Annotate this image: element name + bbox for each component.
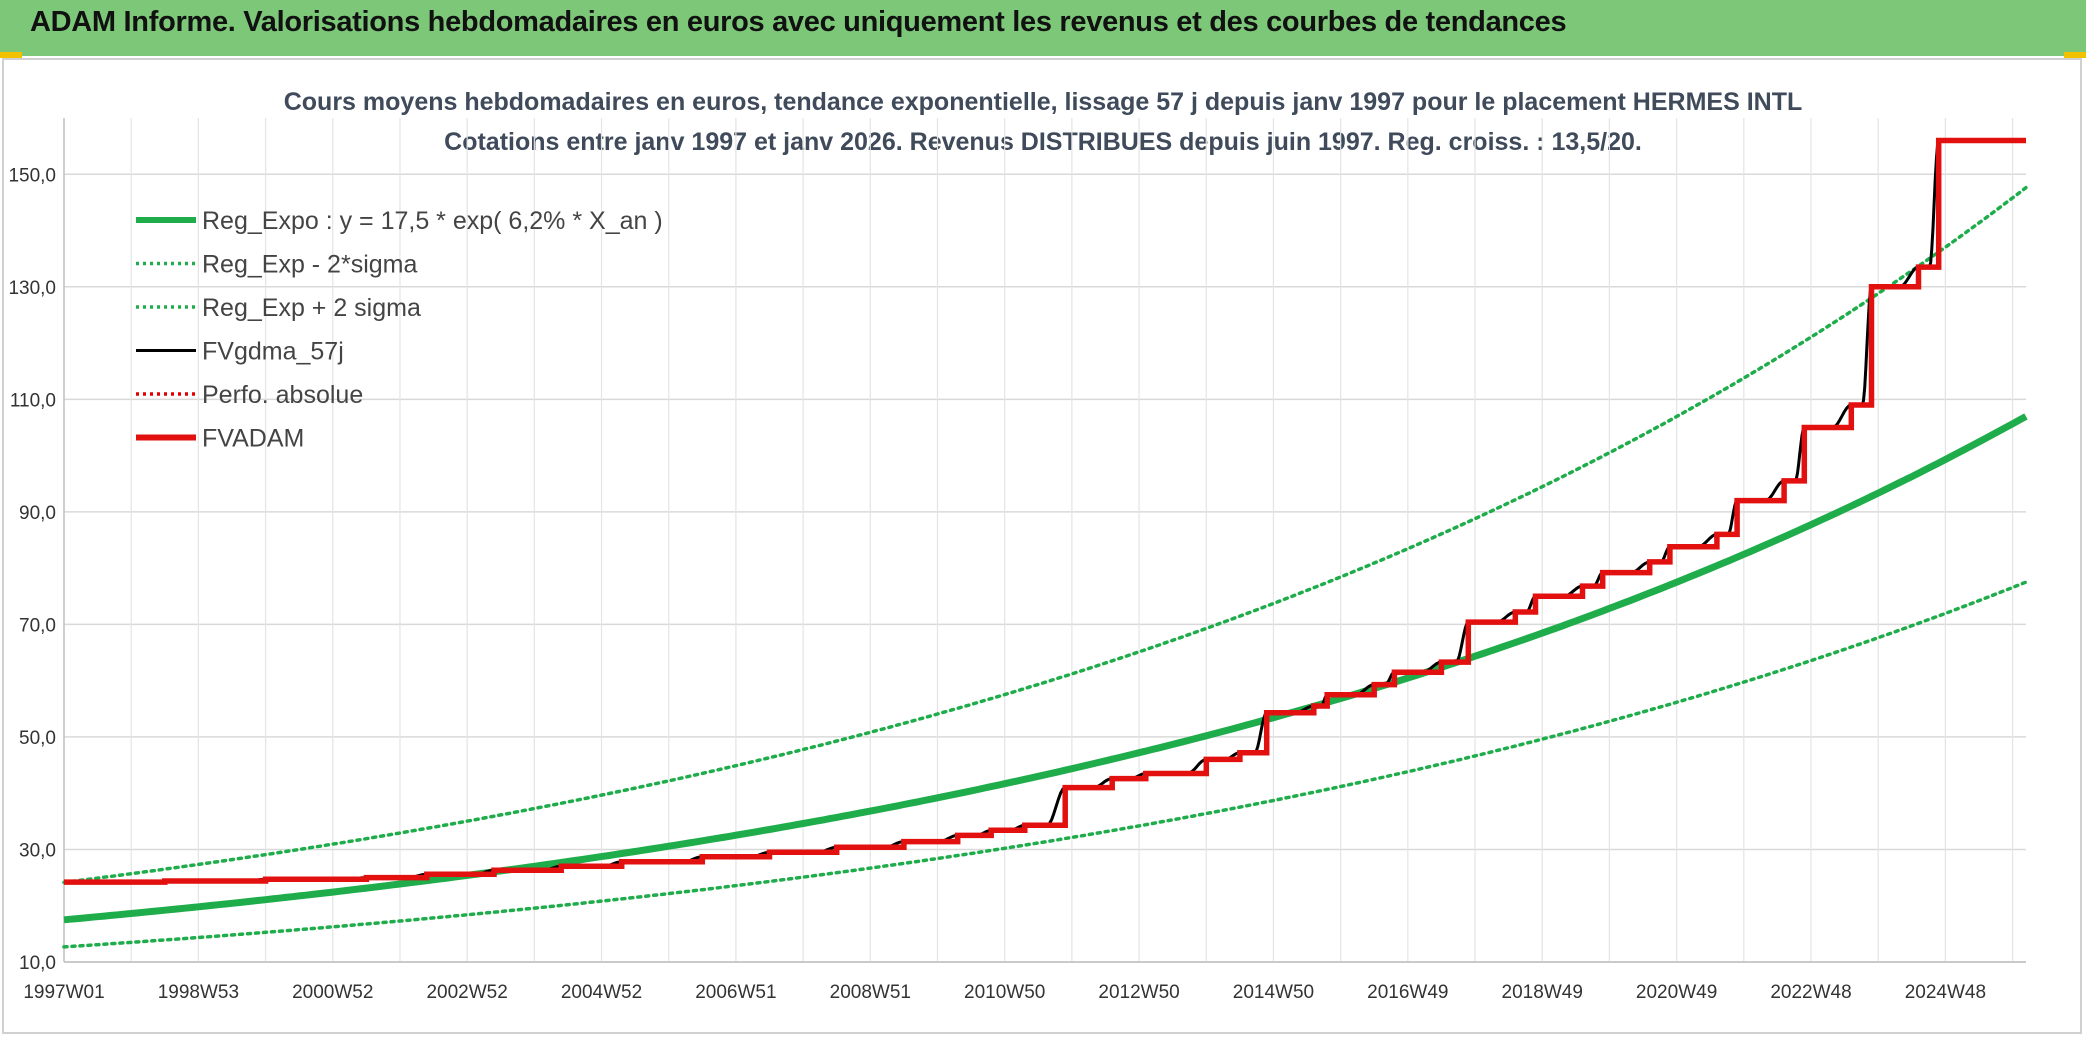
chart-title-line2: Cotations entre janv 1997 et janv 2026. …	[444, 128, 1642, 156]
y-tick-label: 70,0	[19, 615, 56, 636]
chart-legend: Reg_Expo : y = 17,5 * exp( 6,2% * X_an )…	[136, 207, 663, 453]
legend-label: Reg_Expo : y = 17,5 * exp( 6,2% * X_an )	[202, 207, 663, 235]
legend-label: Perfo. absolue	[202, 381, 363, 409]
y-tick-label: 110,0	[10, 390, 56, 411]
x-tick-label: 2016W49	[1367, 982, 1448, 1003]
y-axis-ticks: 10,0 30,0 50,0 70,0 90,0 110,0 130,0 150,0	[8, 165, 56, 974]
x-axis-ticks: 1997W01 1998W53 2000W52 2002W52 2004W52 2006W…	[23, 982, 1986, 1003]
x-tick-label: 2024W48	[1905, 982, 1986, 1003]
chart-series	[62, 137, 2028, 949]
y-tick-label: 90,0	[19, 503, 56, 524]
x-tick-label: 2006W51	[695, 982, 776, 1003]
chart-frame	[2, 58, 2082, 1034]
x-tick-label: 2018W49	[1502, 982, 1583, 1003]
x-tick-label: 2022W48	[1770, 982, 1851, 1003]
y-tick-label: 50,0	[19, 728, 56, 749]
x-tick-label: 2014W50	[1233, 982, 1314, 1003]
x-tick-label: 2004W52	[561, 982, 642, 1003]
x-tick-label: 1998W53	[158, 982, 239, 1003]
corner-accent-left	[0, 52, 22, 58]
x-tick-label: 1997W01	[23, 982, 104, 1003]
corner-accent-right	[2064, 52, 2086, 58]
series-reg-exp-minus-2sigma	[62, 580, 2028, 949]
legend-label: Reg_Exp + 2 sigma	[202, 294, 421, 322]
report-banner: ADAM Informe. Valorisations hebdomadaire…	[0, 0, 2086, 56]
y-tick-label: 150,0	[8, 165, 56, 186]
series-reg-exp-plus-2sigma	[62, 185, 2028, 885]
y-tick-label: 10,0	[19, 953, 56, 974]
x-tick-label: 2012W50	[1098, 982, 1179, 1003]
series-fvadam	[64, 137, 2026, 885]
legend-label: FVADAM	[202, 425, 304, 453]
y-tick-label: 30,0	[19, 840, 56, 861]
x-tick-label: 2002W52	[426, 982, 507, 1003]
series-reg-expo	[63, 413, 2028, 924]
report-title: ADAM Informe. Valorisations hebdomadaire…	[30, 6, 1567, 38]
legend-label: FVgdma_57j	[202, 338, 344, 366]
chart-title-line1: Cours moyens hebdomadaires en euros, ten…	[284, 88, 1803, 116]
legend-label: Reg_Exp - 2*sigma	[202, 251, 417, 279]
chart-grid	[63, 118, 2026, 963]
x-tick-label: 2000W52	[292, 982, 373, 1003]
y-tick-label: 130,0	[8, 278, 56, 299]
x-tick-label: 2008W51	[830, 982, 911, 1003]
x-tick-label: 2020W49	[1636, 982, 1717, 1003]
x-tick-label: 2010W50	[964, 982, 1045, 1003]
